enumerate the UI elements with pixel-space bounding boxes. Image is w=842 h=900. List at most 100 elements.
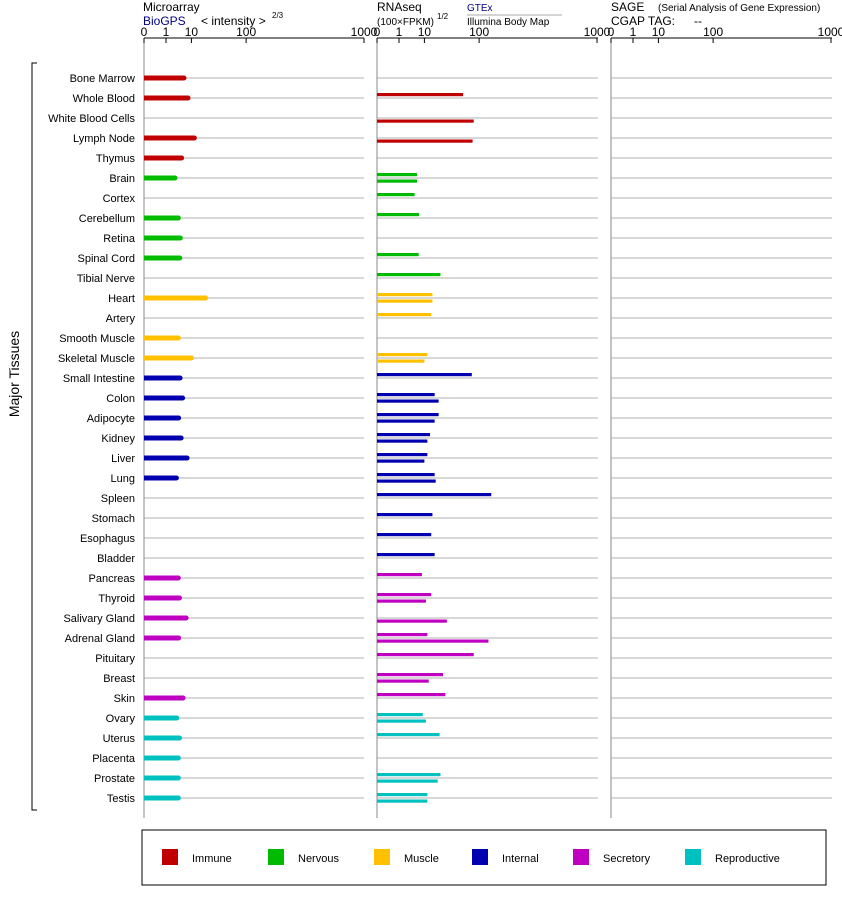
sage-tick-label: 100	[703, 25, 723, 39]
gtex-bar	[377, 713, 423, 717]
tissue-label: Colon	[106, 393, 135, 405]
ibm-bar	[377, 139, 473, 143]
gtex-bar	[377, 773, 441, 777]
sage-subtitle: (Serial Analysis of Gene Expression)	[658, 3, 820, 14]
microarray-bar	[144, 235, 181, 241]
ibm-bar	[377, 419, 435, 423]
gtex-bar	[377, 93, 464, 97]
microarray-tick-label: 0	[141, 25, 148, 39]
tissue-label: Testis	[107, 793, 136, 805]
microarray-bar-end	[183, 615, 189, 621]
tissue-label: Small Intestine	[63, 373, 135, 385]
gtex-bar	[377, 733, 440, 737]
gtex-bar	[377, 173, 417, 177]
gtex-bar	[377, 253, 419, 257]
tissue-label: Whole Blood	[73, 93, 135, 105]
gtex-source-link[interactable]: GTEx	[467, 3, 493, 14]
microarray-bar	[144, 735, 180, 741]
microarray-bar-end	[176, 635, 182, 641]
microarray-bar-end	[175, 335, 181, 341]
microarray-bar-end	[180, 395, 186, 401]
tissue-label: Bone Marrow	[70, 73, 135, 85]
tissue-label: Retina	[103, 233, 136, 245]
gtex-bar	[377, 553, 435, 557]
ibm-bar	[377, 459, 425, 463]
microarray-bar-end	[176, 415, 182, 421]
microarray-scale-label: < intensity >	[201, 14, 266, 28]
ibm-source-label: Illumina Body Map	[467, 17, 550, 28]
microarray-bar	[144, 775, 179, 781]
tissue-label: Brain	[109, 173, 135, 185]
tissue-label: Thyroid	[98, 593, 135, 605]
microarray-bar-end	[176, 595, 182, 601]
microarray-bar-end	[177, 235, 183, 241]
legend-label-internal: Internal	[502, 853, 539, 865]
rows-group: Bone Marrow Whole Blood White Blood Cells L…	[48, 73, 492, 805]
microarray-tick-label: 1	[163, 25, 170, 39]
microarray-bar	[144, 795, 179, 801]
gtex-bar	[377, 653, 474, 657]
microarray-source-link[interactable]: BioGPS	[143, 14, 186, 28]
microarray-bar-end	[175, 775, 181, 781]
tissue-label: White Blood Cells	[48, 113, 135, 125]
microarray-bar-end	[173, 475, 179, 481]
microarray-tick-label: 100	[236, 25, 256, 39]
microarray-bar	[144, 415, 179, 421]
tissue-label: Lymph Node	[73, 133, 135, 145]
legend-swatch-nervous	[268, 849, 284, 865]
gtex-bar	[377, 353, 428, 357]
microarray-bar	[144, 295, 206, 301]
microarray-bar-end	[179, 155, 185, 161]
microarray-bar-end	[181, 75, 187, 81]
sage-tick-label: 1	[630, 25, 637, 39]
legend-label-muscle: Muscle	[404, 853, 439, 865]
tissue-label: Prostate	[94, 773, 135, 785]
ibm-bar	[377, 719, 426, 723]
tissue-label: Liver	[111, 453, 135, 465]
rnaseq-tick-label: 1000	[584, 25, 611, 39]
ibm-bar	[377, 599, 426, 603]
tissue-label: Cortex	[103, 193, 136, 205]
microarray-bar	[144, 615, 187, 621]
microarray-bar	[144, 355, 192, 361]
ibm-bar	[377, 179, 417, 183]
microarray-bar	[144, 715, 177, 721]
microarray-bar-end	[180, 695, 186, 701]
microarray-bar	[144, 175, 176, 181]
ibm-bar	[377, 679, 429, 683]
microarray-bar-end	[178, 435, 184, 441]
microarray-bar-end	[185, 95, 191, 101]
tissue-label: Pituitary	[95, 653, 135, 665]
microarray-bar	[144, 435, 182, 441]
ibm-bar	[377, 799, 428, 803]
sage-tick-label: 1000	[818, 25, 842, 39]
ibm-bar	[377, 779, 438, 783]
gtex-bar	[377, 393, 435, 397]
tissue-label: Skin	[114, 693, 135, 705]
microarray-tick-label: 1000	[351, 25, 378, 39]
tissue-label: Bladder	[97, 553, 135, 565]
tissue-label: Uterus	[103, 733, 136, 745]
legend-swatch-muscle	[374, 849, 390, 865]
microarray-bar	[144, 95, 188, 101]
sage-title: SAGE	[611, 0, 644, 14]
sage-tick-label: 0	[608, 25, 615, 39]
microarray-bar-end	[176, 735, 182, 741]
gtex-bar	[377, 213, 420, 217]
tissue-label: Ovary	[106, 713, 136, 725]
microarray-bar-end	[188, 355, 194, 361]
microarray-bar	[144, 695, 184, 701]
gtex-bar	[377, 373, 472, 377]
tissue-label: Artery	[106, 313, 136, 325]
microarray-bar	[144, 755, 179, 761]
tissue-label: Cerebellum	[79, 213, 135, 225]
tissue-label: Esophagus	[80, 533, 136, 545]
tissue-label: Lung	[111, 473, 135, 485]
microarray-bar	[144, 375, 181, 381]
legend-swatch-internal	[472, 849, 488, 865]
legend-swatch-immune	[162, 849, 178, 865]
microarray-scale-exponent: 2/3	[272, 11, 284, 20]
gtex-bar	[377, 433, 431, 437]
